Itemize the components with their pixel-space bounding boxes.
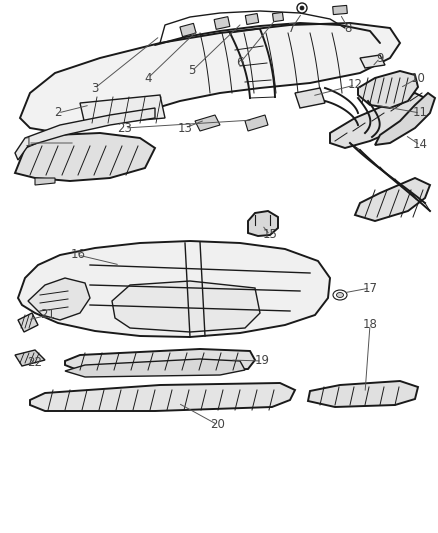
Text: 5: 5 (188, 64, 196, 77)
Polygon shape (358, 71, 418, 108)
Text: 6: 6 (236, 56, 244, 69)
Text: 10: 10 (410, 71, 425, 85)
Polygon shape (80, 95, 165, 125)
Text: 14: 14 (413, 139, 427, 151)
Text: 9: 9 (376, 52, 384, 64)
Polygon shape (30, 383, 295, 411)
Polygon shape (15, 350, 45, 366)
Text: 12: 12 (347, 78, 363, 92)
Polygon shape (245, 13, 259, 25)
Polygon shape (272, 12, 283, 22)
Text: 7: 7 (288, 21, 296, 35)
Polygon shape (65, 349, 255, 371)
Text: 18: 18 (363, 319, 378, 332)
Polygon shape (180, 23, 196, 37)
Circle shape (300, 6, 304, 10)
Polygon shape (18, 241, 330, 337)
Polygon shape (18, 313, 38, 332)
Text: 15: 15 (262, 229, 277, 241)
Polygon shape (330, 93, 425, 148)
Polygon shape (375, 93, 435, 145)
Ellipse shape (336, 293, 343, 297)
Ellipse shape (333, 290, 347, 300)
Text: 17: 17 (363, 281, 378, 295)
Polygon shape (245, 115, 268, 131)
Polygon shape (15, 108, 155, 160)
Polygon shape (20, 23, 400, 133)
Text: 8: 8 (344, 21, 352, 35)
Text: 22: 22 (28, 357, 42, 369)
Text: 16: 16 (71, 248, 85, 262)
Polygon shape (248, 211, 278, 236)
Text: 2: 2 (54, 107, 62, 119)
Text: 4: 4 (144, 71, 152, 85)
Polygon shape (295, 88, 325, 108)
Text: 3: 3 (91, 82, 99, 94)
Polygon shape (308, 381, 418, 407)
Polygon shape (195, 115, 220, 131)
Text: 19: 19 (254, 354, 269, 367)
Polygon shape (360, 55, 385, 68)
Polygon shape (214, 17, 230, 29)
Text: 21: 21 (40, 309, 56, 321)
Text: 1: 1 (24, 136, 32, 149)
Text: 13: 13 (177, 122, 192, 134)
Polygon shape (28, 278, 90, 320)
Polygon shape (15, 133, 155, 181)
Text: 23: 23 (117, 122, 132, 134)
Polygon shape (355, 178, 430, 221)
Polygon shape (112, 281, 260, 332)
Polygon shape (35, 178, 55, 185)
Polygon shape (333, 5, 347, 14)
Circle shape (297, 3, 307, 13)
Text: 20: 20 (211, 418, 226, 432)
Text: 11: 11 (413, 107, 427, 119)
Polygon shape (65, 359, 245, 377)
